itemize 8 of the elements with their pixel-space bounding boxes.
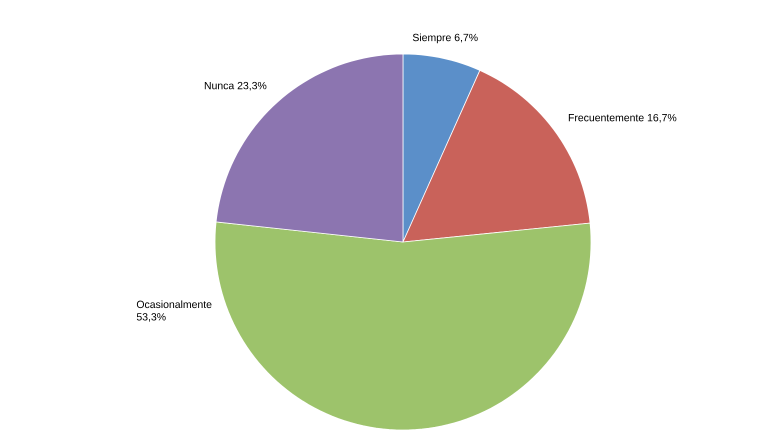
data-label: 23,3% <box>238 82 266 91</box>
data-label: 16,7% <box>648 114 676 123</box>
slice-label: Nunca <box>204 82 234 90</box>
slice-label: Siempre <box>412 34 451 44</box>
data-label: 53,3% <box>136 313 166 322</box>
slice-label: Ocasionalmente <box>136 300 212 308</box>
data-label: 6,7% <box>454 34 478 42</box>
slice-label: Frecuentemente <box>568 114 644 122</box>
